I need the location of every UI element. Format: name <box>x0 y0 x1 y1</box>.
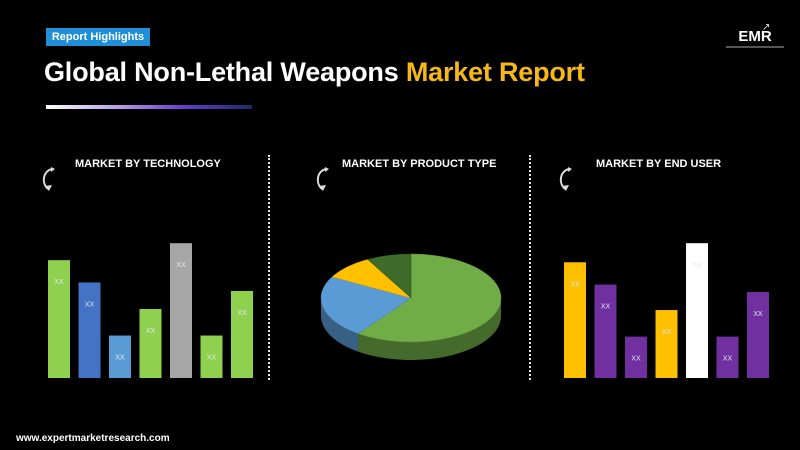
section-title-technology: MARKET BY TECHNOLOGY <box>75 158 221 170</box>
section-divider-right <box>529 155 531 380</box>
bar-label-0-1: XX <box>85 301 95 308</box>
rotate-arrow-icon <box>42 167 55 191</box>
bar-0-4 <box>170 243 192 378</box>
emr-logo: EMR ↗ <box>726 22 784 52</box>
product-type-pie-chart <box>320 253 502 360</box>
bar-label-0-4: XX <box>176 262 186 269</box>
bar-2-1 <box>594 284 617 378</box>
bar-0-0 <box>48 260 70 378</box>
end-user-bar-chart: XX XX XX XX XX XX XX <box>564 243 769 378</box>
logo-arrow-icon: ↗ <box>762 22 771 33</box>
bar-label-2-0: XX <box>570 281 580 288</box>
bar-label-2-5: XX <box>723 356 733 363</box>
bar-label-0-6: XX <box>237 310 247 317</box>
bar-0-5 <box>200 335 223 378</box>
bar-2-3 <box>655 310 678 378</box>
footer-website: www.expertmarketresearch.com <box>16 433 170 444</box>
bar-label-2-2: XX <box>631 356 641 363</box>
section-title-product-type: MARKET BY PRODUCT TYPE <box>342 158 497 170</box>
rotate-arrow-icon <box>559 167 572 191</box>
bar-0-3 <box>139 309 162 378</box>
pie-slice-1 <box>320 276 412 334</box>
bar-2-5 <box>716 336 739 378</box>
logo-tagline-bar <box>726 46 784 48</box>
title-underline <box>46 105 252 109</box>
technology-bar-chart: XX XX XX XX XX XX XX <box>48 243 253 378</box>
page-title: Global Non-Lethal Weapons Market Report <box>44 57 585 88</box>
bar-label-2-6: XX <box>753 311 763 318</box>
bar-0-2 <box>109 335 131 378</box>
logo-text: EMR <box>738 28 772 45</box>
bar-0-1 <box>78 282 101 378</box>
bar-0-6 <box>231 290 253 378</box>
pie-slice-0 <box>357 253 502 343</box>
bar-2-2 <box>625 336 647 378</box>
bar-label-2-1: XX <box>601 304 611 311</box>
section-divider-left <box>268 155 270 380</box>
bar-label-2-3: XX <box>662 329 672 336</box>
bar-label-0-5: XX <box>207 355 217 362</box>
section-title-end-user: MARKET BY END USER <box>596 158 722 170</box>
bar-2-4 <box>686 243 708 378</box>
title-accent: Market Report <box>405 57 585 87</box>
bar-label-2-4: XX <box>692 262 702 269</box>
pie-slice-3 <box>367 253 412 299</box>
pie-side-0 <box>358 298 501 360</box>
bar-2-6 <box>747 292 769 378</box>
report-highlights-badge: Report Highlights <box>46 28 150 46</box>
bar-2-0 <box>564 262 586 378</box>
title-main: Global Non-Lethal Weapons <box>44 57 399 87</box>
bar-label-0-2: XX <box>115 355 125 362</box>
bar-label-0-3: XX <box>146 328 156 335</box>
rotate-arrow-icon <box>316 167 329 191</box>
bar-label-0-0: XX <box>54 279 64 286</box>
